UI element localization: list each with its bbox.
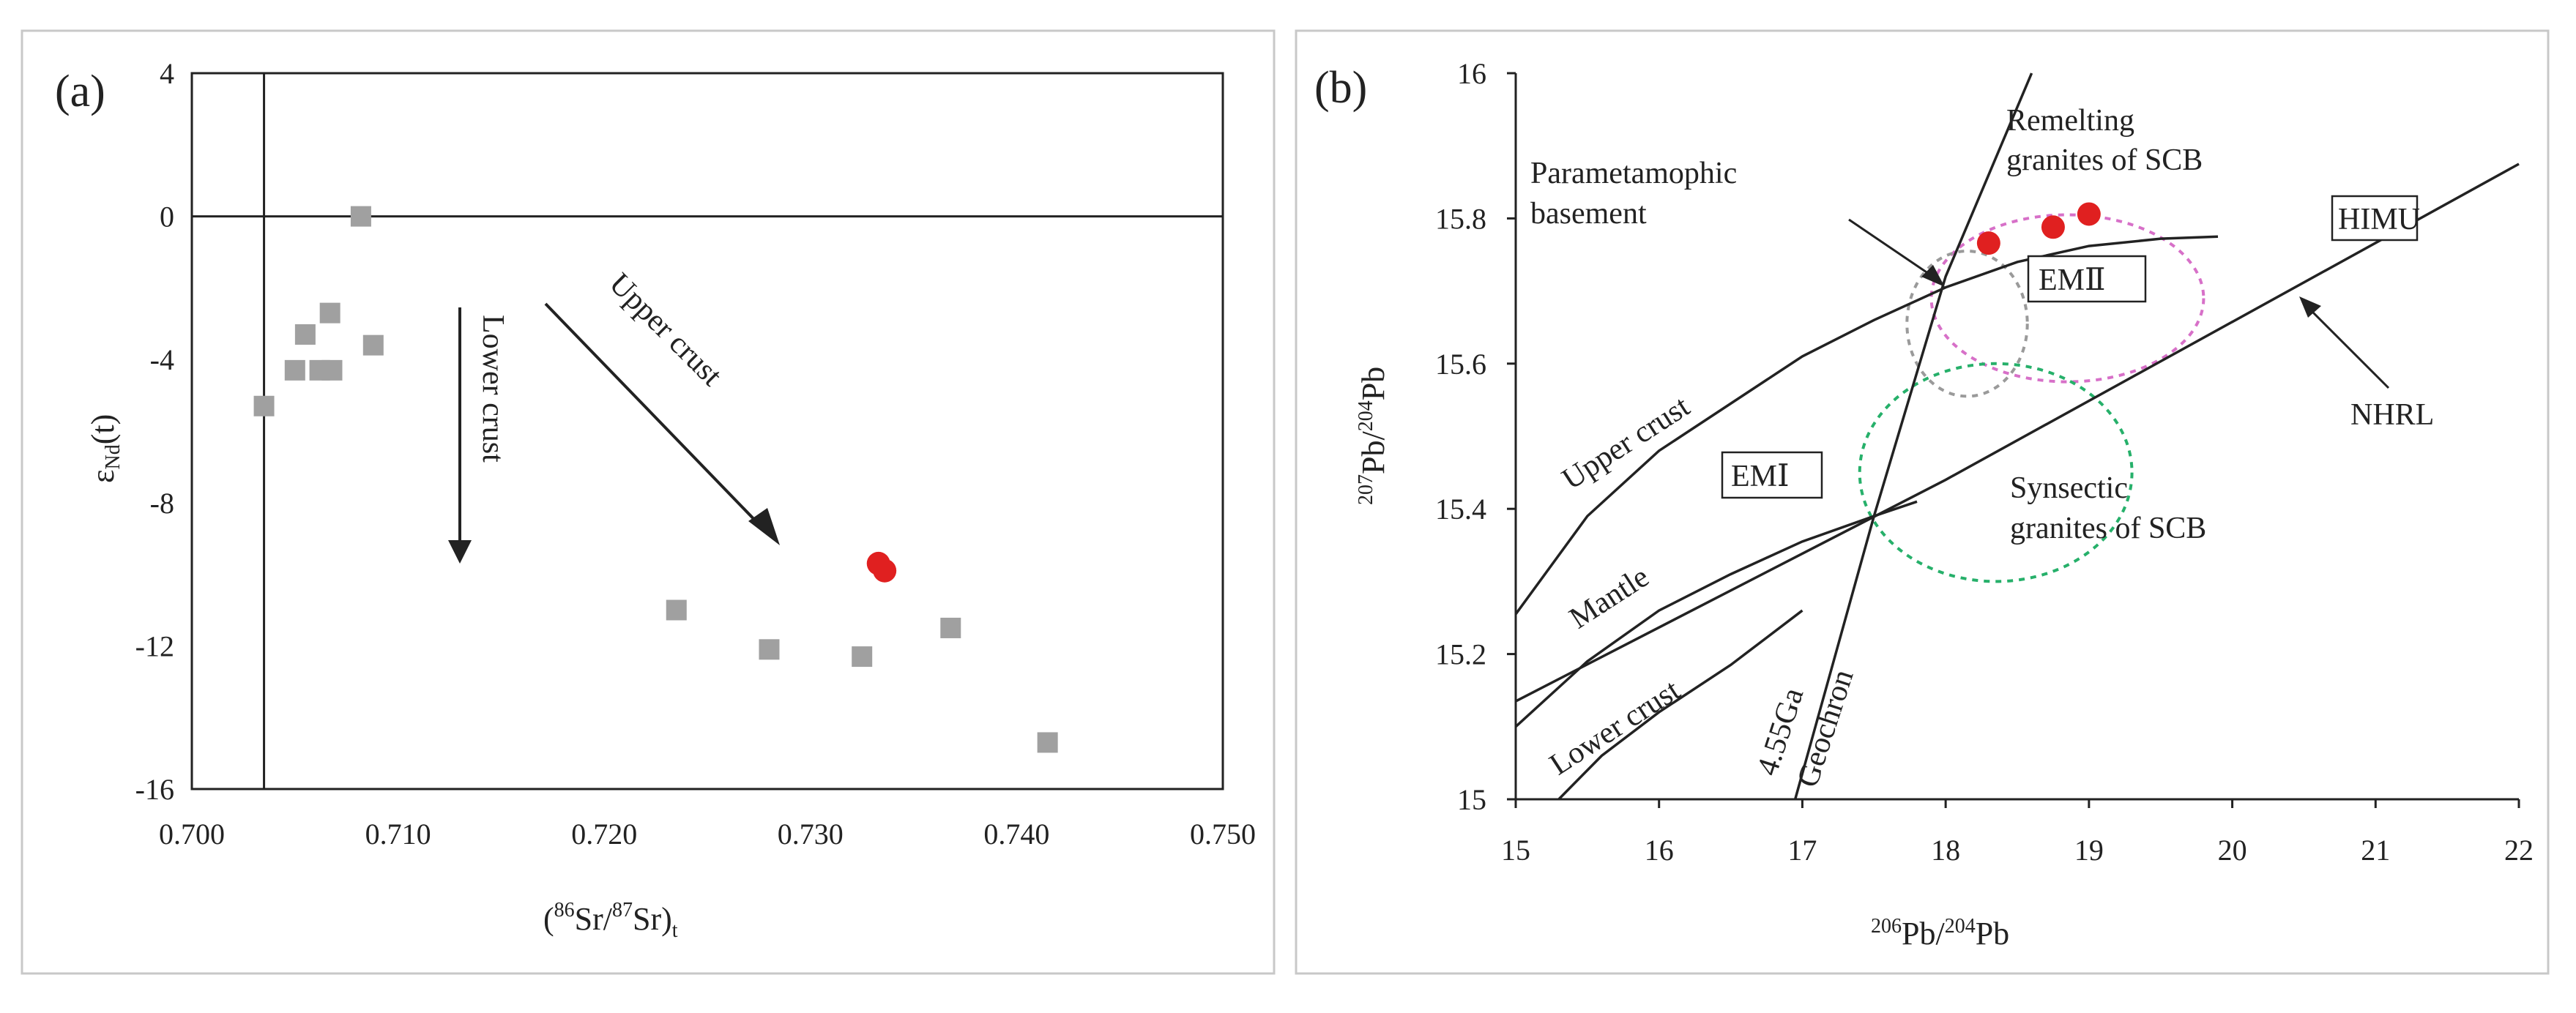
panel-b-label: (b) — [1314, 63, 1367, 113]
upper-crust-label: Upper crust — [603, 267, 729, 393]
parametamophic-label-1: Parametamophic — [1530, 157, 1737, 190]
nhrl-arrowhead — [2299, 296, 2321, 318]
red-circle-point — [873, 558, 897, 583]
panel-a-y-tick-label: -4 — [150, 343, 174, 376]
panel-a-y-tick-label: 0 — [160, 201, 174, 233]
panel-b-x-tick-label: 15 — [1501, 834, 1530, 867]
grey-square-point — [294, 324, 316, 345]
synsectic-label-2: granites of SCB — [2010, 512, 2206, 545]
panel-b-x-tick-label: 17 — [1787, 834, 1817, 867]
grey-square-point — [666, 599, 687, 621]
em1-label: EMⅠ — [1731, 460, 1790, 493]
grey-square-point — [319, 302, 340, 324]
panel-a-x-tick-label: 0.710 — [365, 818, 431, 851]
panel-a-x-tick-label: 0.730 — [778, 818, 844, 851]
nhrl-label: NHRL — [2350, 398, 2434, 432]
grey-square-point — [321, 359, 343, 381]
lower-crust-label: Lower crust — [476, 315, 510, 463]
geochron-label-2: Geochron — [1791, 665, 1861, 791]
panel-b-y-tick-label: 15 — [1457, 783, 1486, 816]
panel-b-x-tick-label: 16 — [1645, 834, 1674, 867]
lower-crust-curve-label: Lower crust — [1544, 673, 1686, 782]
panel-b-x-tick-label: 21 — [2361, 834, 2390, 867]
panel-a-y-tick-label: 4 — [160, 57, 174, 90]
panel-a-y-tick-label: -12 — [135, 629, 174, 662]
panel-b-y-tick-label: 15.6 — [1435, 348, 1486, 381]
parametamophic-arrowhead — [1921, 265, 1945, 287]
grey-square-point — [759, 639, 780, 660]
lower-crust-arrowhead — [448, 540, 472, 564]
panel-b-frame — [1295, 29, 2550, 975]
synsectic-label-1: Synsectic — [2010, 471, 2128, 505]
panel-a-plot-area — [190, 72, 1224, 790]
remelting-label-2: granites of SCB — [2006, 143, 2203, 177]
grey-square-point — [350, 206, 371, 227]
red-circle-point — [2077, 202, 2101, 226]
parametamophic-arrow — [1848, 218, 1934, 278]
grey-square-point — [362, 334, 384, 356]
grey-square-point — [940, 617, 961, 638]
panel-a-label: (a) — [55, 67, 105, 116]
field-ellipse — [1929, 213, 2205, 384]
himu-label: HIMU — [2338, 203, 2420, 236]
himu-box — [2331, 195, 2419, 242]
panel-a-y-tick-label: -8 — [150, 487, 174, 520]
panel-b-ylabel: 207Pb/204Pb — [1355, 367, 1391, 505]
red-circle-point — [1976, 231, 2000, 255]
panel-b-y-tick-label: 15.4 — [1435, 493, 1486, 526]
panel-b-x-tick-label: 20 — [2218, 834, 2247, 867]
upper-crust-arrow — [544, 302, 763, 528]
parametamophic-label-2: basement — [1530, 197, 1647, 231]
nhrl-arrow — [2305, 304, 2390, 389]
panel-a-x-tick-label: 0.720 — [571, 818, 637, 851]
panel-a-xlabel: (86Sr/87Sr)t — [543, 899, 678, 942]
panel-b-x-tick-label: 18 — [1931, 834, 1960, 867]
panel-b-x-tick-label: 22 — [2504, 834, 2534, 867]
reference-curve — [1557, 609, 1803, 801]
reference-curve — [1515, 162, 2520, 703]
grey-square-point — [1037, 732, 1058, 753]
panel-a-y-tick-label: -16 — [135, 773, 174, 806]
reference-curve — [1793, 72, 2033, 800]
grey-square-point — [284, 359, 305, 381]
panel-b-x-tick-label: 19 — [2074, 834, 2104, 867]
remelting-label-1: Remelting — [2006, 104, 2134, 138]
panel-b-xlabel: 206Pb/204Pb — [1871, 915, 2009, 952]
upper-crust-arrowhead — [748, 508, 780, 545]
panel-a-ylabel: εNd(t) — [85, 414, 124, 483]
panel-b-y-tick-label: 15.8 — [1435, 202, 1486, 235]
field-ellipse — [1905, 250, 2029, 398]
grey-square-point — [852, 646, 873, 668]
red-circle-point — [2041, 215, 2065, 239]
panel-a-x-tick-label: 0.750 — [1190, 818, 1256, 851]
panel-a-frame — [21, 29, 1276, 975]
panel-b-y-tick-label: 16 — [1457, 57, 1486, 90]
reference-curve — [1514, 235, 2219, 616]
field-ellipse — [1858, 362, 2134, 583]
panel-b-y-tick-label: 15.2 — [1435, 638, 1486, 671]
em2-box — [2027, 255, 2147, 303]
panel-a-x-tick-label: 0.700 — [159, 818, 225, 851]
em1-box — [1721, 451, 1823, 499]
em2-label: EMⅡ — [2039, 263, 2106, 297]
panel-b-chart: (b) 15 16 17 18 19 20 21 22 16 15.8 15.6 15.4 15.2 1… — [1314, 57, 2534, 952]
panel-a-chart: (a) 0.700 0.710 0.720 0.730 0.740 0.750 4 0 -4 -… — [55, 57, 1256, 942]
grey-square-point — [253, 395, 275, 416]
panel-a-x-tick-label: 0.740 — [983, 818, 1049, 851]
